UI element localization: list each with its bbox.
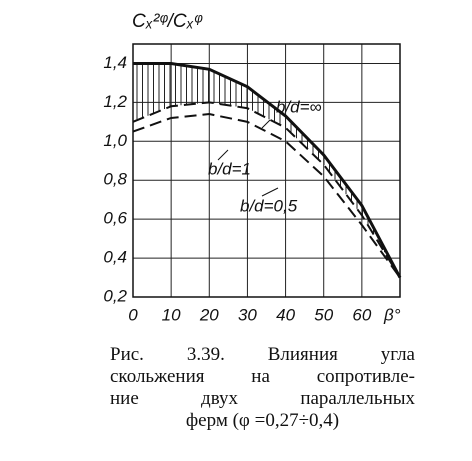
caption-line: Рис. 3.39. Влияния угла — [110, 344, 415, 365]
y-tick-label: 1,4 — [103, 53, 127, 72]
leader-line — [261, 119, 271, 129]
y-axis-label: Cₓ²ᵠ/Cₓᵠ — [132, 11, 203, 32]
leader-line — [261, 187, 279, 197]
series-line — [133, 61, 402, 279]
series-line — [132, 113, 401, 279]
x-tick-label: 20 — [199, 305, 219, 324]
y-tick-label: 1,0 — [103, 131, 127, 150]
series-label: b/d=1 — [208, 159, 251, 178]
caption-line: ферм (φ =0,27÷0,4) — [185, 410, 340, 431]
leader-line — [217, 149, 229, 161]
y-tick-label: 0,8 — [103, 170, 127, 189]
series-label: b/d=0,5 — [240, 196, 298, 215]
x-axis-label: β° — [383, 305, 401, 324]
y-tick-label: 0,6 — [103, 209, 127, 228]
y-tick-label: 1,2 — [103, 92, 127, 111]
caption-line: ние двух параллельных — [110, 388, 415, 409]
series-label: b/d=∞ — [276, 97, 322, 116]
x-tick-label: 10 — [162, 305, 181, 324]
x-tick-label: 60 — [352, 305, 371, 324]
plot-frame — [132, 43, 401, 298]
x-tick-label: 50 — [314, 305, 333, 324]
chart: Cₓ²ᵠ/Cₓᵠ β° 0,2 0,4 0,6 0,8 1,0 1,2 1,4 0 10 20 30… — [103, 11, 402, 324]
y-tick-label: 0,4 — [103, 248, 127, 267]
series-line — [132, 101, 401, 279]
x-tick-label: 30 — [238, 305, 257, 324]
y-tick-label: 0,2 — [103, 286, 127, 305]
x-tick-label: 0 — [128, 305, 138, 324]
caption-line: скольжения на сопротивле- — [110, 366, 415, 387]
x-tick-label: 40 — [276, 305, 295, 324]
caption: Рис. 3.39. Влияния угла скольжения на соп… — [110, 344, 415, 432]
